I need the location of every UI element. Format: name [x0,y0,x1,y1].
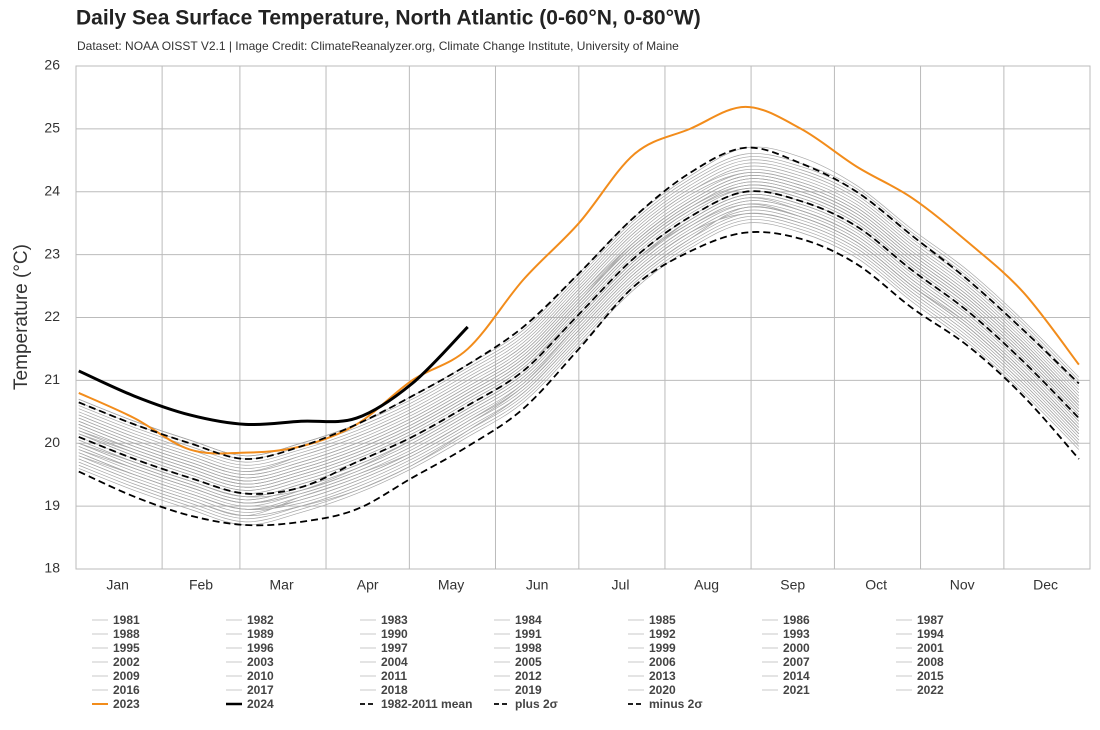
legend-label: 2022 [917,683,944,697]
legend-label: 2019 [515,683,542,697]
legend-label: 1991 [515,627,542,641]
y-tick-label: 22 [44,308,60,324]
series-line [78,105,1080,455]
series-line [78,219,1080,523]
legend-label: 2011 [381,669,407,683]
series-line [78,325,469,427]
x-tick-label: Mar [270,577,294,593]
legend-label: 1995 [113,641,140,655]
legend-label: 2016 [113,683,140,697]
legend-label: 1987 [917,613,944,627]
legend-label: 2002 [113,655,140,669]
legend-label: 2006 [649,655,676,669]
y-tick-label: 25 [44,120,60,136]
x-tick-label: Jun [526,577,549,593]
y-tick-label: 20 [44,434,60,450]
legend-label: 1996 [247,641,274,655]
legend-label: 2017 [247,683,274,697]
legend-label: 2024 [247,697,274,711]
chart-title: Daily Sea Surface Temperature, North Atl… [76,7,701,30]
plot-frame [75,65,1091,570]
legend-label: 2013 [649,669,676,683]
series-line [78,231,1080,527]
series-line [78,206,1080,510]
y-tick-label: 24 [44,182,60,198]
series-line [78,168,1080,472]
series-line [78,162,1080,466]
legend-label: 2021 [783,683,810,697]
legend-label: 2018 [381,683,408,697]
legend-label: 1981 [113,613,140,627]
x-tick-label: Jul [612,577,630,593]
legend-label: 2023 [113,697,140,711]
legend-label: 1990 [381,627,408,641]
y-tick-label: 26 [44,57,60,73]
legend-label: 1993 [783,627,810,641]
legend-label: 2010 [247,669,274,683]
series-line [78,187,1080,488]
legend-label: 2008 [917,655,944,669]
y-tick-label: 18 [44,560,60,576]
legend-label: 2012 [515,669,542,683]
y-tick-label: 23 [44,245,60,261]
series-line [78,181,1080,485]
legend-label: 2009 [113,669,140,683]
legend-label: 2015 [917,669,944,683]
y-axis-label: Temperature (°C) [11,244,32,390]
legend-label: 1986 [783,613,810,627]
legend-label: minus 2σ [649,697,703,711]
legend-label: 1992 [649,627,676,641]
legend: 1981 1982 1983 1984 1985 1986 1987 1988 1989 1990… [92,613,944,711]
legend-label: 2005 [515,655,542,669]
x-tick-label: Apr [357,577,379,593]
series-line [78,175,1080,476]
legend-label: 1982 [247,613,274,627]
legend-label: 1983 [381,613,408,627]
x-tick-label: Nov [950,577,975,593]
series-line [78,193,1080,501]
legend-label: 1984 [515,613,542,627]
x-tick-label: Jan [106,577,129,593]
x-tick-label: May [438,577,464,593]
plot-lines [78,105,1080,527]
x-tick-label: Dec [1033,577,1058,593]
series-line [78,159,1080,463]
legend-label: 1997 [381,641,408,655]
x-tick-label: Feb [189,577,213,593]
legend-label: 1982-2011 mean [381,697,472,711]
series-line [78,178,1080,482]
legend-label: 2001 [917,641,944,655]
chart-subtitle: Dataset: NOAA OISST V2.1 | Image Credit:… [77,39,679,53]
y-tick-label: 21 [44,371,60,387]
legend-label: 1989 [247,627,274,641]
legend-label: 2003 [247,655,274,669]
legend-label: 1985 [649,613,676,627]
legend-label: 1988 [113,627,140,641]
x-tick-label: Sep [780,577,805,593]
legend-label: 1994 [917,627,944,641]
legend-label: 2000 [783,641,810,655]
x-tick-label: Oct [865,577,887,593]
legend-label: 2020 [649,683,676,697]
y-tick-label: 19 [44,497,60,513]
series-line [78,209,1080,513]
legend-label: 1999 [649,641,676,655]
legend-label: 2007 [783,655,810,669]
legend-label: 1998 [515,641,542,655]
legend-label: 2004 [381,655,408,669]
series-line [78,203,1080,507]
series-line [78,215,1080,520]
x-tick-label: Aug [694,577,719,593]
legend-label: 2014 [783,669,810,683]
series-line [78,190,1080,495]
series-line [78,146,1080,460]
legend-label: plus 2σ [515,697,558,711]
